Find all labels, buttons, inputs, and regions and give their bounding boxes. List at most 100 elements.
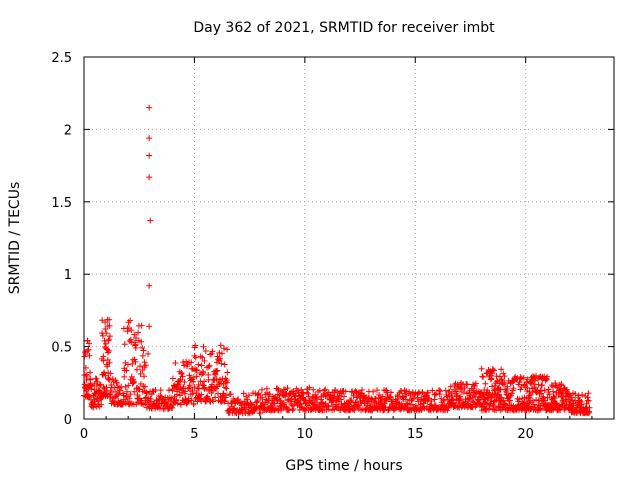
data-point [585,397,592,404]
data-point [184,398,191,405]
data-point [141,359,148,366]
data-point [414,390,421,397]
data-point [489,366,496,373]
data-point [328,399,335,406]
data-point [541,387,548,394]
data-point [224,346,231,353]
y-tick-label: 1.5 [51,196,72,211]
data-point [140,347,147,354]
data-point [132,358,139,365]
data-point [192,342,199,349]
data-point [190,400,197,407]
data-point [489,383,496,390]
data-point [86,340,93,347]
data-point [117,387,124,394]
data-point [348,396,355,403]
data-point [158,400,165,407]
data-point [87,369,94,376]
data-point [174,381,181,388]
data-point [179,373,186,380]
data-point [114,391,121,398]
data-point [157,393,164,400]
data-point [283,403,290,410]
y-tick-label: 0.5 [51,341,72,356]
data-point [135,329,142,336]
data-point [214,367,221,374]
data-point [106,376,113,383]
grid-lines [84,57,614,419]
data-point [516,396,523,403]
data-point [124,361,131,368]
plot-frame [83,56,615,420]
data-point [442,387,449,394]
data-point [172,359,179,366]
data-point [216,349,223,356]
data-point [517,374,524,381]
data-point [495,391,502,398]
data-point [198,391,205,398]
data-point [414,394,421,401]
data-point [103,330,110,337]
data-point [237,399,244,406]
data-point [189,390,196,397]
data-point [546,391,553,398]
data-point [173,396,180,403]
data-point [277,397,284,404]
data-point [197,353,204,360]
data-point [111,384,118,391]
data-point [453,390,460,397]
data-point [106,333,113,340]
data-point [290,406,297,413]
data-point [425,389,432,396]
data-point [222,384,229,391]
data-point [486,390,493,397]
data-point [300,390,307,397]
data-point [451,403,458,410]
data-point [104,363,111,370]
axis-ticks: 0 5 10 15 20 0 0.5 1 1.5 2 2.5 [51,51,614,442]
data-point [209,396,216,403]
data-point [206,362,213,369]
data-point [84,337,91,344]
data-point [508,390,515,397]
data-point [137,370,144,377]
data-point [572,390,579,397]
chart-title: Day 362 of 2021, SRMTID for receiver imb… [193,20,495,36]
data-point [280,399,287,406]
data-point [169,405,176,412]
data-point [93,382,100,389]
data-point [248,402,255,409]
data-point [478,365,485,372]
data-point [122,383,129,390]
data-point [298,386,305,393]
data-point [449,390,456,397]
data-point [584,397,591,404]
data-point [218,360,225,367]
data-point [152,387,159,394]
y-tick-label: 2.5 [51,51,72,66]
data-point [395,395,402,402]
data-point [83,371,90,378]
data-point [191,384,198,391]
data-point [83,372,90,379]
data-point [488,375,495,382]
data-point [127,391,134,398]
data-point [145,350,152,357]
data-point [223,385,230,392]
y-tick-label: 0 [64,413,72,428]
data-point [201,357,208,364]
data-point [524,384,531,391]
data-point [213,376,220,383]
data-point [530,401,537,408]
data-point [428,398,435,405]
data-point [223,392,230,399]
data-point [106,359,113,366]
data-point [484,401,491,408]
data-point [255,390,262,397]
data-point [398,400,405,407]
data-point [146,135,153,142]
data-point [416,389,423,396]
data-point [402,396,409,403]
data-point [245,392,252,399]
